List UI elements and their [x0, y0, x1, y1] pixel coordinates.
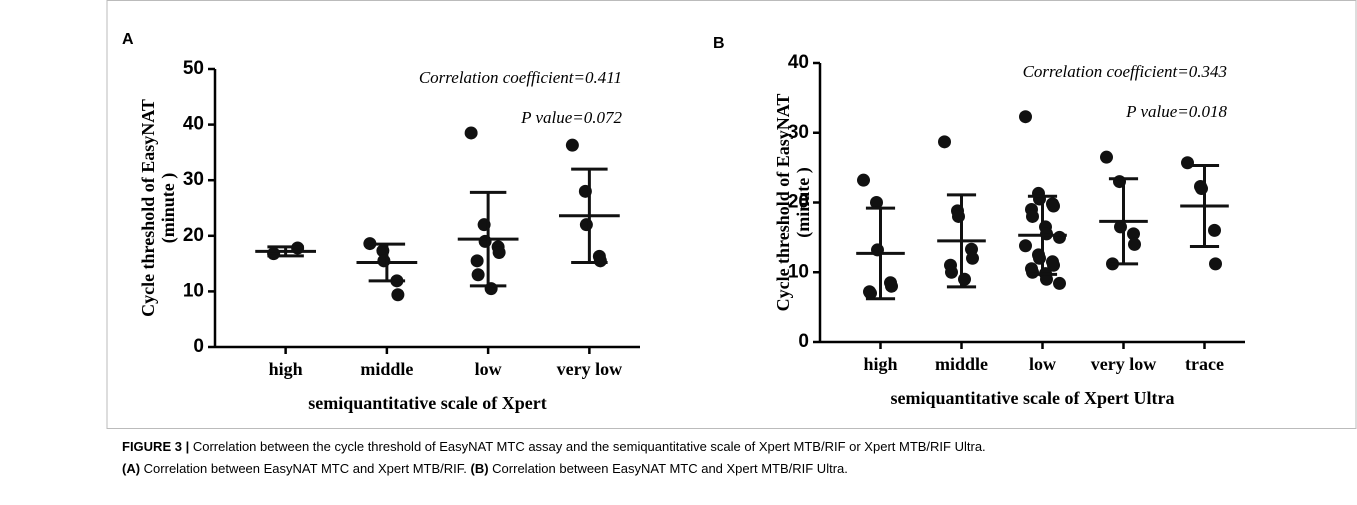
data-point: [471, 268, 485, 282]
data-point: [579, 218, 593, 232]
data-point: [1209, 257, 1222, 271]
panel-label: B: [713, 35, 725, 52]
y-axis-label: (minute ): [158, 173, 179, 244]
x-tick-label: middle: [360, 359, 413, 379]
data-point: [1195, 182, 1208, 196]
caption-line: FIGURE 3 | Correlation between the cycle…: [122, 439, 986, 454]
data-point: [267, 247, 281, 261]
data-point: [1047, 258, 1060, 272]
annotation: P value=0.018: [1125, 102, 1227, 121]
frame: [106, 0, 1357, 429]
data-point: [1053, 230, 1066, 244]
x-tick-label: very low: [1091, 354, 1156, 374]
data-point: [464, 126, 478, 140]
data-point: [565, 138, 579, 152]
data-point: [885, 279, 898, 293]
data-point: [1181, 156, 1194, 170]
data-point: [470, 254, 484, 268]
caption-label: FIGURE 3 |: [122, 439, 189, 454]
caption-line: (A) Correlation between EasyNAT MTC and …: [122, 461, 848, 476]
caption-tag: (A): [122, 461, 140, 476]
data-point: [1053, 276, 1066, 290]
x-tick-label: middle: [935, 354, 988, 374]
y-tick-label: 50: [183, 58, 204, 79]
data-point: [1128, 237, 1141, 251]
data-point: [1033, 251, 1046, 265]
data-point: [1026, 265, 1039, 279]
x-tick-label: high: [863, 354, 897, 374]
data-point: [1100, 150, 1113, 164]
data-point: [492, 245, 506, 259]
data-point: [1019, 110, 1032, 124]
caption-part: Correlation between EasyNAT MTC and Xper…: [492, 461, 848, 476]
data-point: [377, 254, 391, 268]
data-point: [593, 254, 607, 268]
y-tick-label: 10: [788, 261, 809, 282]
data-point: [1033, 192, 1046, 206]
x-axis-label: semiquantitative scale of Xpert Ultra: [891, 388, 1175, 408]
data-point: [864, 286, 877, 300]
data-point: [391, 288, 405, 302]
y-axis-label: Cycle threshold of EasyNAT: [773, 94, 793, 312]
data-point: [1040, 272, 1053, 286]
y-tick-label: 20: [183, 225, 204, 246]
x-tick-label: high: [269, 359, 303, 379]
y-tick-label: 40: [183, 114, 204, 135]
data-point: [484, 282, 498, 296]
y-tick-label: 30: [183, 169, 204, 190]
caption-part: Correlation between EasyNAT MTC and Xper…: [144, 461, 467, 476]
y-tick-label: 20: [788, 192, 809, 213]
data-point: [857, 173, 870, 187]
y-tick-label: 0: [193, 336, 204, 357]
x-tick-label: low: [1029, 354, 1056, 374]
x-axis-label: semiquantitative scale of Xpert: [308, 393, 546, 413]
data-point: [1019, 239, 1032, 253]
data-point: [1208, 223, 1221, 237]
data-point: [478, 234, 492, 248]
data-point: [1026, 209, 1039, 223]
y-tick-label: 30: [788, 122, 809, 143]
data-point: [958, 272, 971, 286]
data-point: [1127, 227, 1140, 241]
y-axis-label: Cycle threshold of EasyNAT: [138, 99, 158, 317]
y-tick-label: 10: [183, 280, 204, 301]
panel-label: A: [122, 31, 134, 48]
x-tick-label: trace: [1185, 354, 1224, 374]
caption-tag: (B): [471, 461, 489, 476]
data-point: [1047, 199, 1060, 213]
x-tick-label: very low: [557, 359, 622, 379]
caption-text: Correlation between the cycle threshold …: [193, 439, 986, 454]
x-tick-label: low: [475, 359, 502, 379]
y-tick-label: 40: [788, 52, 809, 73]
data-point: [945, 265, 958, 279]
data-point: [966, 251, 979, 265]
data-point: [870, 196, 883, 209]
annotation: P value=0.072: [520, 108, 622, 127]
data-point: [952, 209, 965, 223]
annotation: Correlation coefficient=0.343: [1023, 62, 1227, 81]
y-axis-label: (minute ): [793, 167, 814, 238]
annotation: Correlation coefficient=0.411: [419, 68, 622, 87]
y-tick-label: 0: [798, 331, 809, 352]
data-point: [938, 135, 951, 149]
